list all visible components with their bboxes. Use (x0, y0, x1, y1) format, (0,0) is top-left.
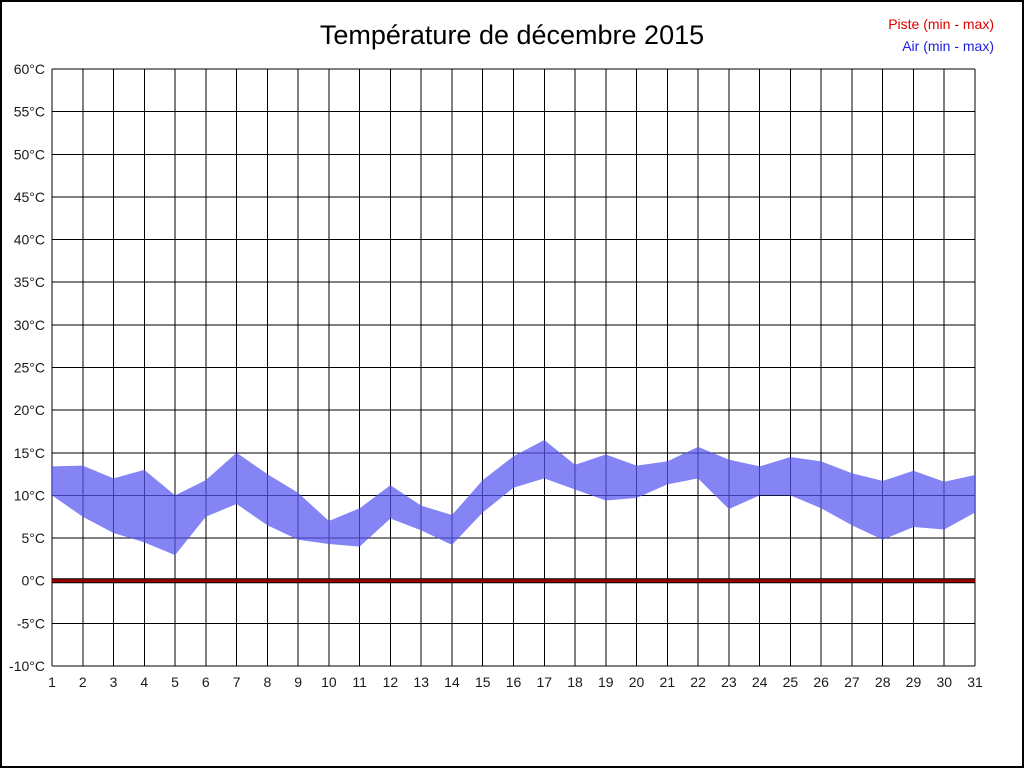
y-axis-tick-label: 10°C (14, 487, 45, 503)
x-axis-tick-label: 27 (844, 674, 860, 690)
y-axis-tick-label: 35°C (14, 274, 45, 290)
y-axis-tick-label: 40°C (14, 232, 45, 248)
y-axis-tick-label: 45°C (14, 189, 45, 205)
x-axis-tick-label: 1 (48, 674, 56, 690)
y-axis-tick-label: 25°C (14, 360, 45, 376)
y-axis-tick-label: -10°C (9, 658, 45, 674)
x-axis-tick-label: 30 (936, 674, 952, 690)
y-axis-tick-label: 60°C (14, 61, 45, 77)
x-axis-tick-label: 18 (567, 674, 583, 690)
x-axis-tick-label: 19 (598, 674, 614, 690)
y-axis-tick-label: -5°C (17, 615, 45, 631)
x-axis-tick-label: 24 (752, 674, 768, 690)
x-axis-tick-label: 6 (202, 674, 210, 690)
x-axis-tick-label: 7 (233, 674, 241, 690)
x-axis-tick-label: 15 (475, 674, 491, 690)
x-axis-tick-label: 16 (506, 674, 522, 690)
x-axis-tick-label: 23 (721, 674, 737, 690)
x-axis-tick-label: 28 (875, 674, 891, 690)
x-axis-tick-label: 26 (813, 674, 829, 690)
x-axis-tick-label: 20 (629, 674, 645, 690)
x-axis-tick-label: 25 (783, 674, 799, 690)
x-axis-tick-label: 31 (967, 674, 983, 690)
x-axis-tick-label: 10 (321, 674, 337, 690)
x-axis-tick-label: 3 (110, 674, 118, 690)
x-axis-tick-label: 21 (660, 674, 676, 690)
x-axis-tick-label: 2 (79, 674, 87, 690)
x-axis-tick-label: 9 (294, 674, 302, 690)
chart-title: Température de décembre 2015 (319, 20, 705, 50)
y-axis-tick-label: 30°C (14, 317, 45, 333)
x-axis-tick-label: 29 (906, 674, 922, 690)
legend-air-label: Air (min - max) (902, 38, 994, 54)
x-axis-tick-label: 12 (383, 674, 399, 690)
x-axis-tick-label: 11 (352, 674, 367, 690)
x-axis-tick-label: 22 (690, 674, 706, 690)
x-axis-tick-label: 5 (171, 674, 179, 690)
series-band (52, 439, 975, 556)
x-axis-tick-label: 17 (536, 674, 552, 690)
y-axis-tick-label: 50°C (14, 146, 45, 162)
y-axis-tick-label: 20°C (14, 402, 45, 418)
legend-piste-label: Piste (min - max) (888, 16, 994, 32)
x-axis-tick-label: 14 (444, 674, 460, 690)
y-axis-tick-label: 55°C (14, 104, 45, 120)
x-axis-tick-label: 8 (263, 674, 271, 690)
y-axis-tick-label: 0°C (22, 573, 46, 589)
legend: Piste (min - max) Air (min - max) (888, 13, 994, 57)
y-axis-tick-label: 15°C (14, 445, 45, 461)
y-axis-tick-label: 5°C (22, 530, 46, 546)
x-axis-tick-label: 13 (413, 674, 429, 690)
x-axis-tick-label: 4 (140, 674, 148, 690)
